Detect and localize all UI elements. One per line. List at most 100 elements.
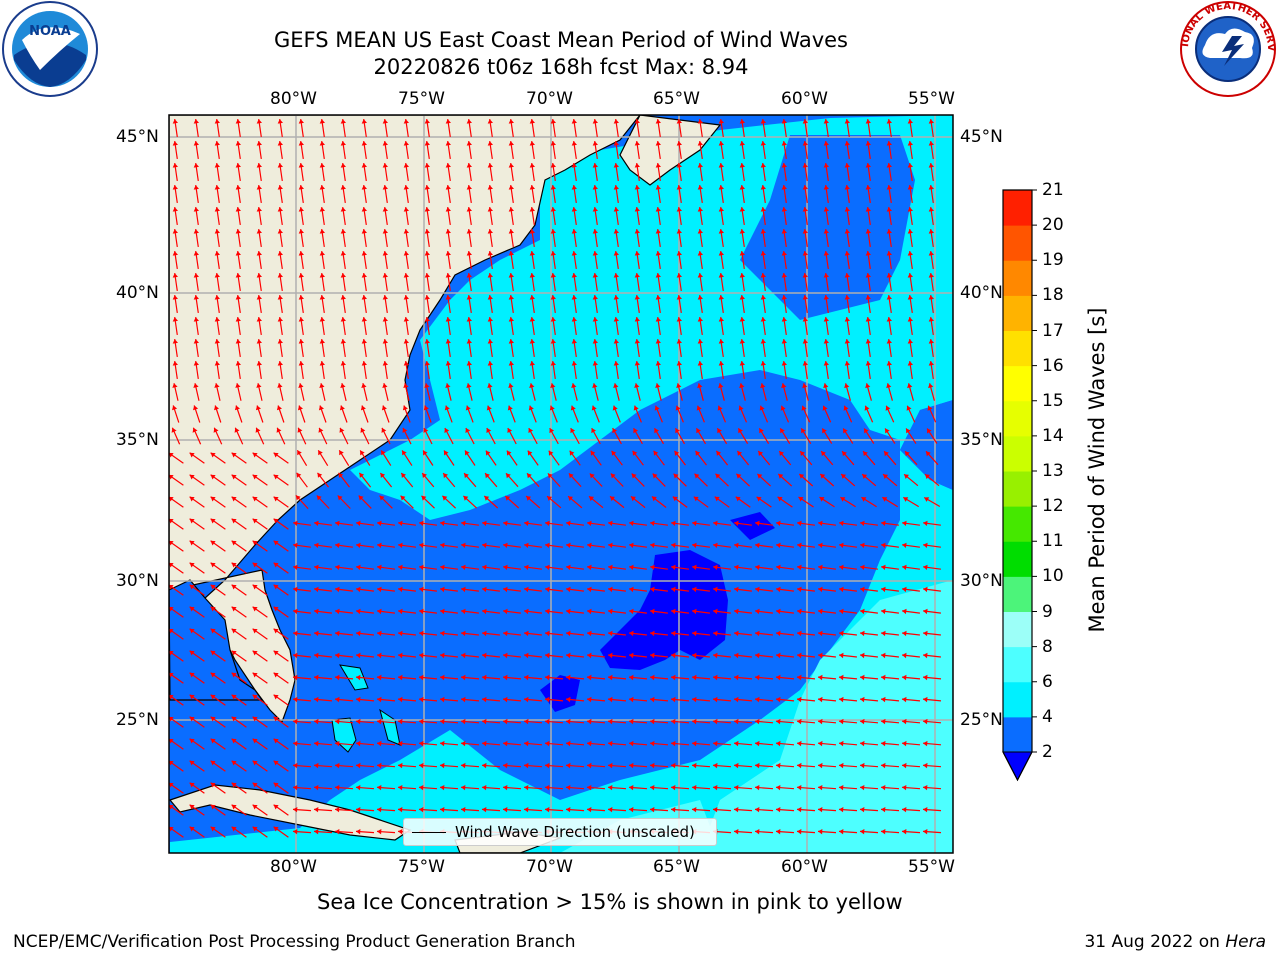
wind-wave-arrowhead <box>823 339 829 344</box>
wind-wave-arrowhead <box>592 339 598 344</box>
wind-wave-arrowhead <box>886 251 892 256</box>
wind-wave-arrowhead <box>587 520 592 526</box>
wind-wave-arrowhead <box>189 540 195 546</box>
wind-wave-arrowhead <box>650 696 655 703</box>
wind-wave-arrowhead <box>210 562 216 568</box>
wind-wave-arrowhead <box>923 608 928 615</box>
wind-wave-arrowhead <box>902 520 907 526</box>
wind-wave-arrowhead <box>214 383 220 388</box>
wind-wave-arrowhead <box>865 295 871 300</box>
wind-wave-arrowhead <box>356 542 361 548</box>
wind-wave-arrowhead <box>193 229 199 234</box>
wind-wave-arrowhead <box>317 472 323 478</box>
wind-wave-arrowhead <box>629 586 634 593</box>
wind-wave-arrowhead <box>718 163 724 168</box>
colorbar-tick-label: 11 <box>1042 531 1064 552</box>
wind-wave-arrowhead <box>571 361 577 366</box>
wind-wave-arrowhead <box>461 652 466 659</box>
wind-wave-arrowhead <box>655 163 661 168</box>
wind-wave-arrowhead <box>293 630 298 637</box>
wind-wave-arrowhead <box>231 672 237 678</box>
wind-wave-arrowhead <box>692 740 697 747</box>
wind-wave-arrowhead <box>802 207 808 212</box>
wind-wave-arrowhead <box>697 229 703 234</box>
wind-wave-arrowhead <box>335 674 340 681</box>
wind-wave-arrowhead <box>340 141 346 146</box>
wind-wave-arrowhead <box>613 119 619 124</box>
wind-wave-arrowhead <box>403 317 409 322</box>
wind-wave-arrowhead <box>256 229 262 234</box>
wind-wave-arrowhead <box>881 807 886 813</box>
wind-wave-arrowhead <box>545 586 550 593</box>
wind-wave-arrowhead <box>189 628 195 634</box>
wind-wave-arrowhead <box>760 207 766 212</box>
wind-wave-arrowhead <box>881 564 886 570</box>
wind-wave-arrowhead <box>697 317 703 322</box>
wind-wave-arrowhead <box>403 361 409 366</box>
wind-wave-arrowhead <box>886 207 892 212</box>
wind-wave-arrowhead <box>676 141 682 146</box>
wind-wave-arrowhead <box>781 383 787 389</box>
wind-wave-arrowhead <box>252 826 258 832</box>
wind-wave-arrowhead <box>865 141 871 146</box>
wind-wave-arrowhead <box>676 251 682 256</box>
wind-wave-arrowhead <box>214 163 220 168</box>
wind-wave-arrowhead <box>610 473 616 479</box>
wind-wave-arrowhead <box>613 185 619 190</box>
wind-wave-arrowhead <box>865 185 871 190</box>
wind-wave-arrowhead <box>823 119 829 124</box>
wind-wave-arrowhead <box>655 317 661 322</box>
wind-wave-arrowhead <box>214 207 220 212</box>
wind-wave-arrowhead <box>252 628 258 634</box>
wind-wave-arrowhead <box>545 520 550 526</box>
wind-wave-arrowhead <box>314 785 319 791</box>
wind-wave-arrowhead <box>466 251 472 256</box>
wind-wave-arrowhead <box>482 630 487 637</box>
wind-wave-arrowhead <box>193 317 199 322</box>
wind-wave-arrowhead <box>860 674 865 681</box>
wind-wave-arrowhead <box>340 163 346 168</box>
wind-wave-arrowhead <box>860 785 865 791</box>
wind-wave-arrowhead <box>923 586 928 593</box>
map-frame <box>168 114 954 854</box>
wind-wave-arrowhead <box>718 317 724 322</box>
wind-wave-arrowhead <box>382 339 388 344</box>
wind-wave-arrowhead <box>865 229 871 234</box>
wind-wave-arrowhead <box>231 716 237 722</box>
wind-wave-arrowhead <box>886 141 892 146</box>
wind-wave-arrowhead <box>487 141 493 146</box>
wind-wave-arrowhead <box>466 361 472 366</box>
wind-wave-arrowhead <box>529 361 535 366</box>
wind-wave-arrowhead <box>419 718 424 725</box>
wind-wave-arrowhead <box>293 807 298 813</box>
wind-wave-arrowhead <box>717 405 723 411</box>
wind-wave-arrowhead <box>674 450 680 456</box>
wind-wave-arrowhead <box>697 141 703 146</box>
wind-wave-arrowhead <box>819 497 825 502</box>
wind-wave-arrowhead <box>818 785 823 791</box>
wind-wave-arrowhead <box>529 251 535 256</box>
wind-wave-arrowhead <box>718 273 724 278</box>
wind-wave-arrowhead <box>361 229 367 234</box>
wind-wave-arrowhead <box>172 251 178 256</box>
wind-wave-arrowhead <box>548 450 554 456</box>
wind-wave-arrowhead <box>571 163 577 168</box>
wind-wave-arrowhead <box>193 405 199 411</box>
wind-wave-arrowhead <box>697 185 703 190</box>
wind-wave-arrowhead <box>298 207 304 212</box>
lat-label-left: 40°N <box>116 283 159 303</box>
wind-wave-arrowhead <box>608 674 613 681</box>
legend-line-icon <box>412 832 446 833</box>
wind-wave-arrowhead <box>465 428 471 433</box>
wind-wave-arrowhead <box>713 630 718 637</box>
wind-wave-arrowhead <box>865 361 871 366</box>
wind-wave-arrowhead <box>318 450 323 456</box>
wind-wave-arrowhead <box>273 562 279 568</box>
wind-wave-arrowhead <box>189 562 195 568</box>
colorbar-tick-label: 13 <box>1042 461 1064 481</box>
wind-wave-arrowhead <box>466 163 472 168</box>
wind-wave-arrowhead <box>696 405 702 411</box>
wind-wave-arrowhead <box>655 361 661 366</box>
colorbar-tick-label: 14 <box>1042 425 1064 446</box>
wind-wave-arrowhead <box>485 450 491 456</box>
